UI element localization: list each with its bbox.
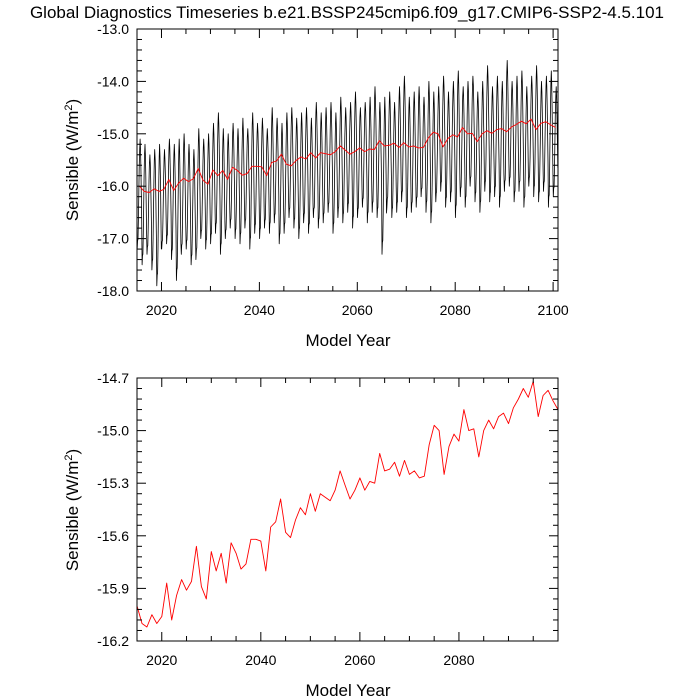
bottom-y-axis-label: Sensible (W/m2): [63, 449, 82, 571]
top-x-tick-label: 2060: [342, 302, 373, 318]
bottom-y-label-sup: 2: [63, 455, 75, 461]
top-y-tick-label: -18.0: [97, 283, 129, 299]
bottom-x-tick-label: 2020: [146, 652, 177, 668]
top-y-tick-label: -14.0: [97, 73, 129, 89]
bottom-y-tick-label: -15.9: [97, 580, 129, 596]
top-x-tick-label: 2040: [244, 302, 275, 318]
top-series-layer: [136, 60, 559, 287]
top-series-line-monthly: [136, 60, 559, 287]
bottom-axes-layer: 2020 2040 2060 2080 -16.2 -15.9 -15.6 -15.3 -15.…: [97, 370, 559, 668]
top-series-line-annual: [139, 118, 556, 193]
top-y-label-text: Sensible (W/m: [63, 111, 82, 222]
top-y-tick-label: -13.0: [97, 21, 129, 37]
bottom-y-tick-label: -14.7: [97, 370, 129, 386]
bottom-y-tick-label: -15.0: [97, 423, 129, 439]
top-y-tick-label: -15.0: [97, 126, 129, 142]
top-x-tick-label: 2100: [538, 302, 569, 318]
bottom-plot-frame: [136, 377, 559, 642]
bottom-panel: 2020 2040 2060 2080 -16.2 -15.9 -15.6 -15.3 -15.…: [63, 370, 559, 700]
bottom-x-tick-label: 2060: [344, 652, 375, 668]
top-x-tick-label: 2080: [440, 302, 471, 318]
top-axes-layer: 2020 2040 2060 2080 2100 -18.0 -17.0 -16.0 -15.0…: [97, 21, 569, 318]
top-y-axis-label: Sensible (W/m2): [63, 99, 82, 221]
top-y-tick-label: -17.0: [97, 231, 129, 247]
bottom-y-tick-label: -16.2: [97, 633, 129, 649]
bottom-x-tick-label: 2040: [245, 652, 276, 668]
bottom-series-line-annual: [136, 381, 559, 628]
figure-title: Global Diagnostics Timeseries b.e21.BSSP…: [30, 3, 664, 22]
top-y-label-close: ): [63, 99, 82, 105]
bottom-y-label-close: ): [63, 449, 82, 455]
bottom-x-tick-label: 2080: [443, 652, 474, 668]
top-y-label-sup: 2: [63, 105, 75, 111]
bottom-x-axis-label: Model Year: [305, 681, 390, 700]
top-panel: 2020 2040 2060 2080 2100 -18.0 -17.0 -16.0 -15.0…: [63, 21, 569, 350]
top-plot-frame: [136, 28, 559, 292]
top-x-axis-label: Model Year: [305, 331, 390, 350]
top-y-tick-label: -16.0: [97, 178, 129, 194]
bottom-y-label-text: Sensible (W/m: [63, 461, 82, 572]
bottom-y-tick-label: -15.6: [97, 528, 129, 544]
bottom-series-layer: [136, 381, 559, 628]
bottom-y-tick-label: -15.3: [97, 475, 129, 491]
top-x-tick-label: 2020: [146, 302, 177, 318]
